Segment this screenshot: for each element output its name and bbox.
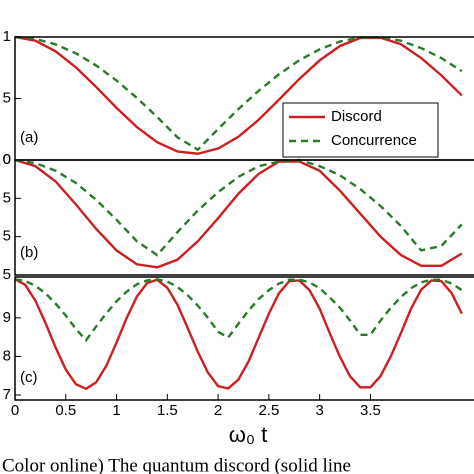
series-line bbox=[14, 158, 463, 269]
x-tick-label: 0 bbox=[11, 402, 19, 419]
panel-label: (b) bbox=[20, 244, 38, 261]
y-tick-label: 5 bbox=[3, 189, 11, 206]
x-axis-label: ω₀ t bbox=[229, 422, 268, 447]
y-tick-label: 8 bbox=[3, 347, 11, 364]
y-tick-label: 0 bbox=[3, 151, 11, 168]
legend-label: Discord bbox=[331, 108, 382, 125]
y-tick-label: 5 bbox=[3, 89, 11, 106]
y-tick-label: 9 bbox=[3, 309, 11, 326]
series-line bbox=[14, 35, 463, 155]
panel-label: (a) bbox=[20, 129, 38, 146]
legend-box bbox=[282, 102, 439, 158]
x-tick-label: 1.5 bbox=[157, 402, 178, 419]
series-line bbox=[14, 158, 463, 257]
plot-frame bbox=[14, 276, 474, 401]
series-line bbox=[14, 278, 463, 391]
caption: Color online) The quantum discord (solid… bbox=[2, 455, 351, 474]
x-tick-label: 2.5 bbox=[258, 402, 279, 419]
y-tick-label: 7 bbox=[3, 386, 11, 403]
y-tick-label: 1 bbox=[3, 28, 11, 45]
x-tick-label: 2 bbox=[214, 402, 222, 419]
x-tick-label: 0.5 bbox=[55, 402, 76, 419]
x-tick-label: 1 bbox=[112, 402, 120, 419]
panel-label: (c) bbox=[20, 369, 38, 386]
y-tick-label: 5 bbox=[3, 266, 11, 283]
x-tick-label: 3.5 bbox=[360, 402, 381, 419]
y-tick-label: 0 bbox=[3, 151, 11, 168]
legend: Discord Concurrence bbox=[282, 102, 439, 158]
x-tick-label: 3 bbox=[315, 402, 323, 419]
legend-label: Concurrence bbox=[331, 132, 417, 149]
series-line bbox=[14, 35, 463, 152]
y-tick-label: 5 bbox=[3, 228, 11, 245]
plot-frame bbox=[14, 159, 474, 276]
series-line bbox=[14, 278, 463, 343]
